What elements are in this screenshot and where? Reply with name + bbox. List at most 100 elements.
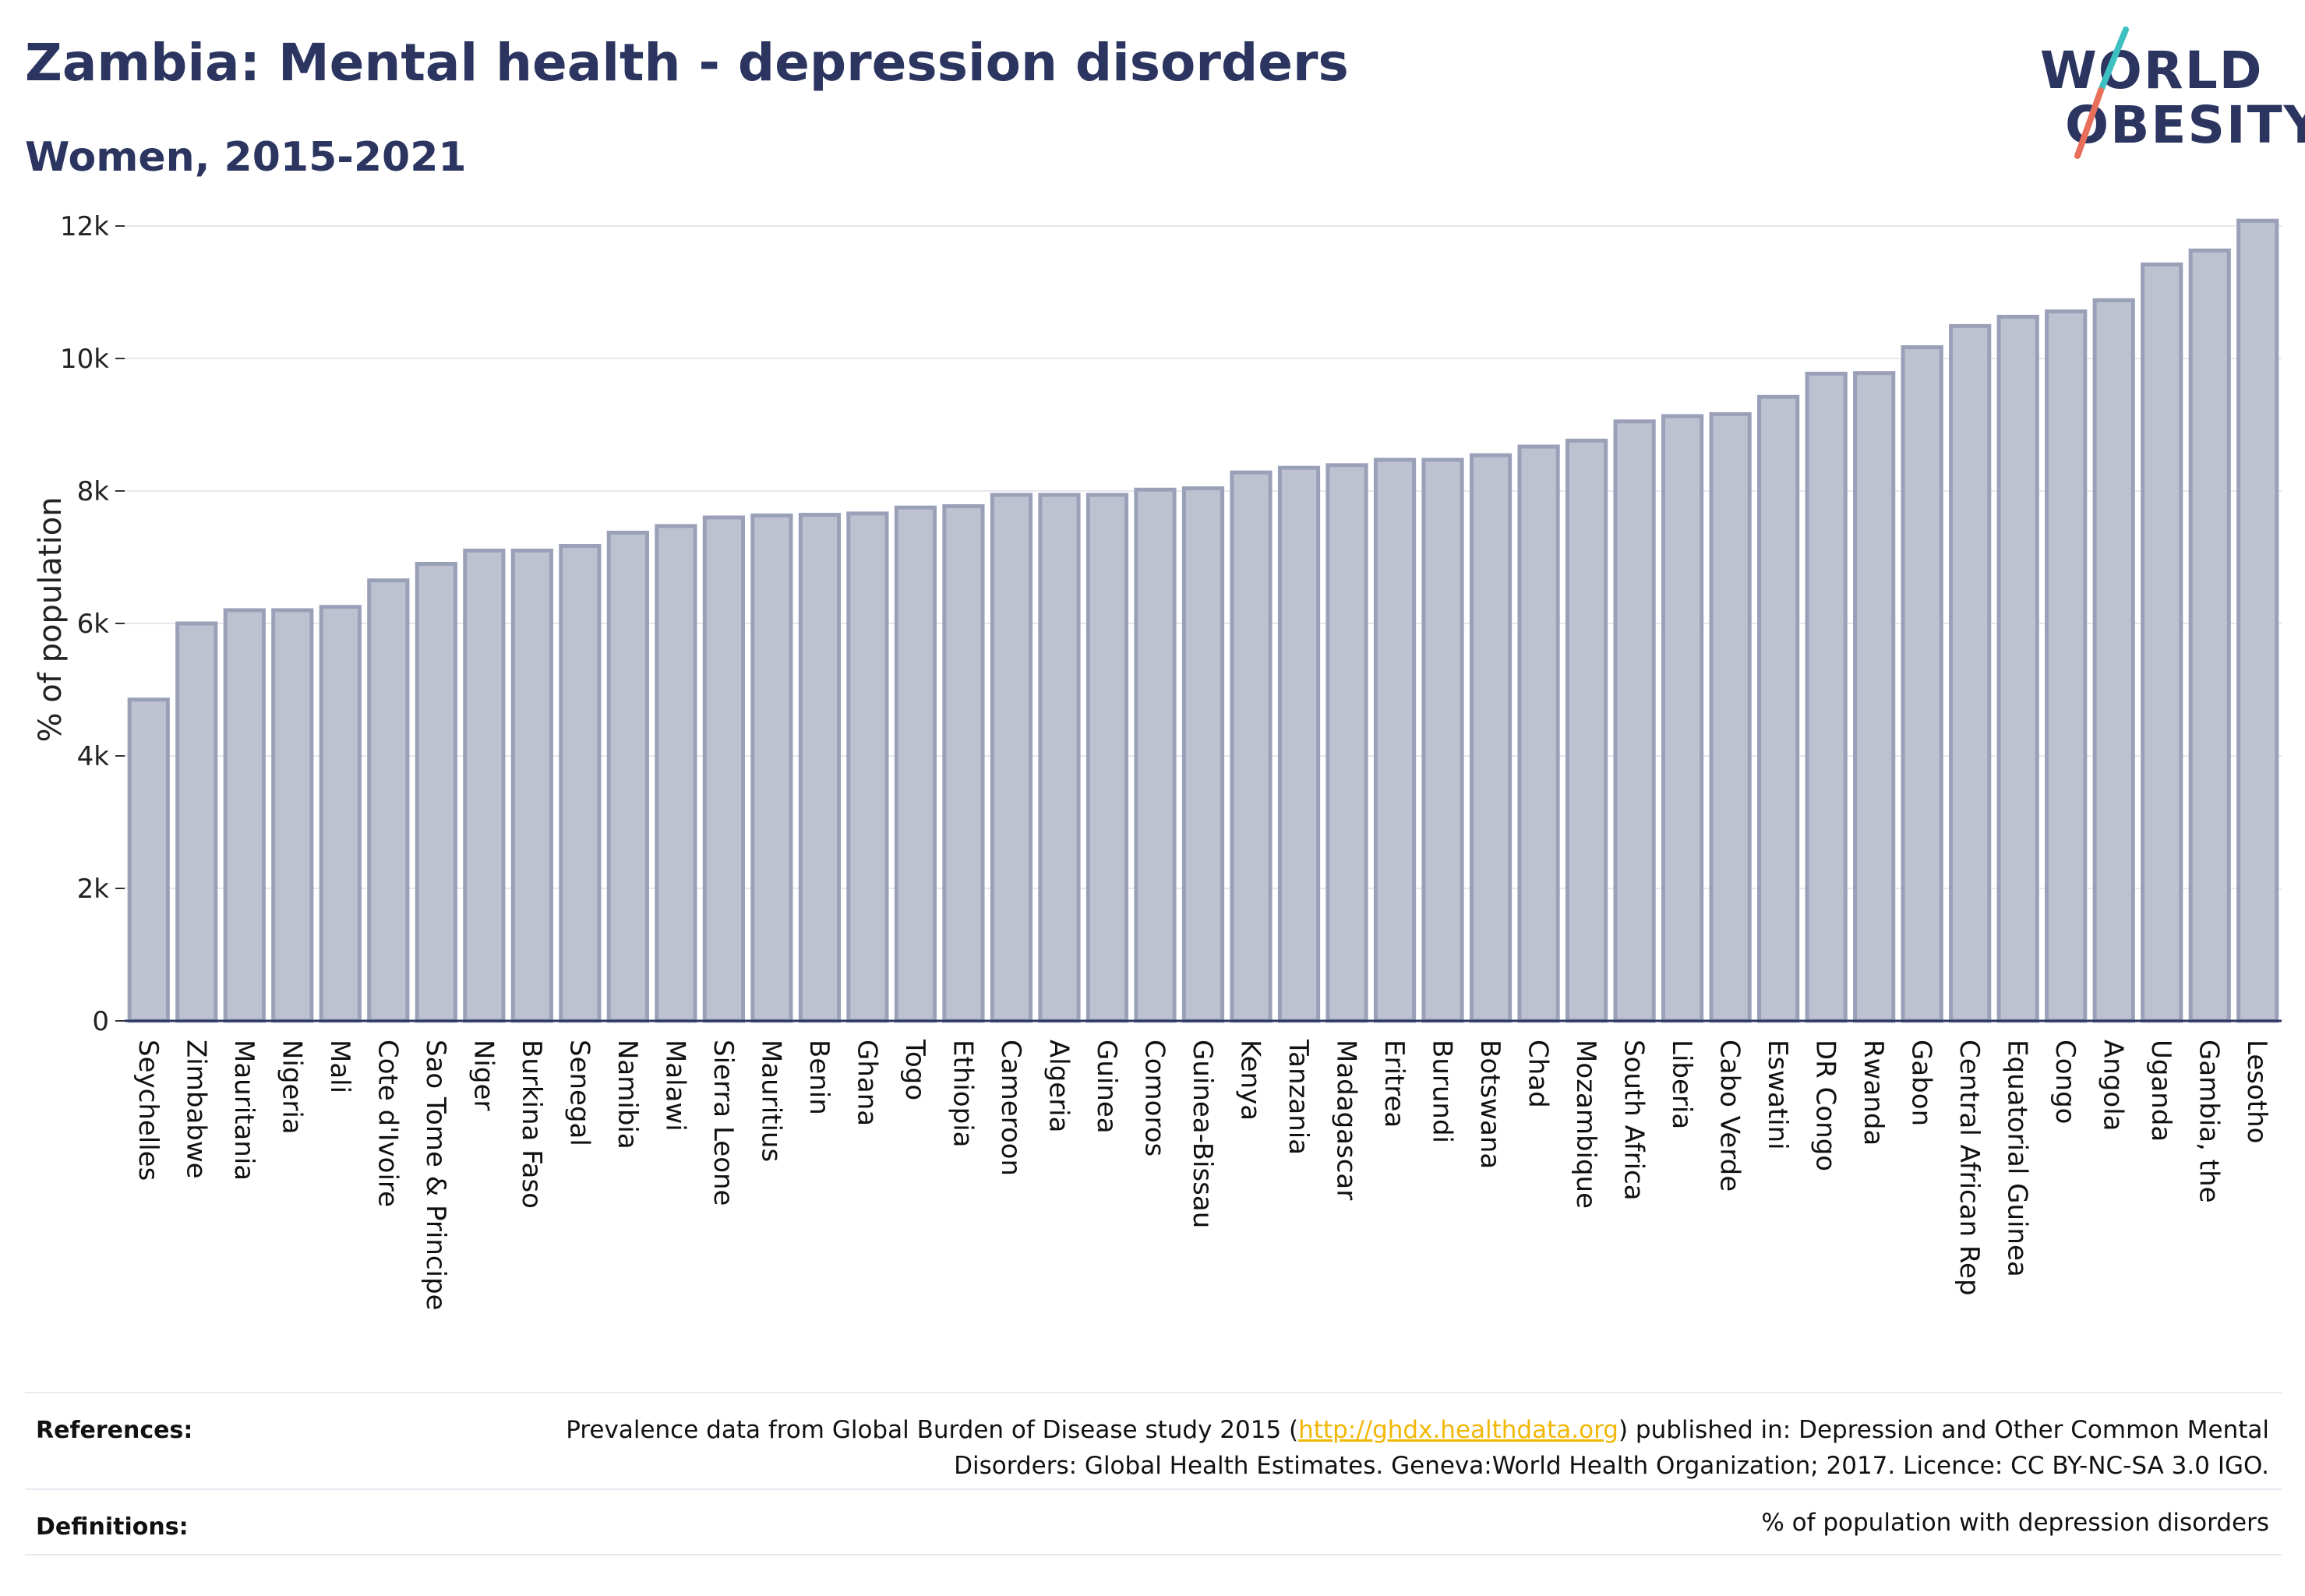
page-subtitle: Women, 2015-2021 — [25, 134, 467, 181]
bar[interactable] — [463, 549, 506, 1023]
x-tick-label: Tanzania — [1283, 1039, 1314, 1155]
bar[interactable] — [1421, 457, 1464, 1023]
x-tick-label: Eswatini — [1762, 1040, 1793, 1150]
x-tick-label: Cabo Verde — [1714, 1040, 1746, 1192]
logo-slash-icon — [2074, 26, 2129, 159]
x-tick-label: Burkina Faso — [516, 1040, 547, 1209]
x-tick-label: Cameroon — [995, 1040, 1026, 1176]
x-tick-label: Lesotho — [2241, 1040, 2272, 1143]
bar[interactable] — [1134, 487, 1177, 1023]
bar[interactable] — [2045, 309, 2088, 1023]
x-tick-label: Senegal — [563, 1040, 595, 1146]
references-text-end: ) published in: Depression and Other Com… — [954, 1416, 2269, 1480]
x-tick-label: Guinea-Bissau — [1187, 1040, 1218, 1228]
x-tick-label: Ethiopia — [947, 1040, 978, 1147]
footer-divider-top — [25, 1392, 2282, 1393]
x-tick-label: Malawi — [659, 1040, 690, 1132]
bar[interactable] — [1661, 414, 1704, 1023]
bar[interactable] — [1469, 453, 1513, 1023]
bar[interactable] — [846, 511, 889, 1023]
bar[interactable] — [415, 562, 457, 1023]
references-link[interactable]: http://ghdx.healthdata.org — [1298, 1416, 1618, 1444]
x-tick-label: Eritrea — [1378, 1040, 1410, 1128]
bar[interactable] — [1277, 465, 1321, 1023]
bar[interactable] — [750, 513, 793, 1023]
bar[interactable] — [127, 697, 170, 1023]
bar[interactable] — [1709, 411, 1752, 1023]
page-title: Zambia: Mental health - depression disor… — [25, 33, 1349, 93]
bar[interactable] — [1038, 493, 1081, 1023]
y-tick-label: 4k — [77, 741, 110, 772]
bar[interactable] — [606, 531, 649, 1023]
world-obesity-logo: WORLD OBESITY — [2026, 23, 2305, 164]
x-tick-label: Seychelles — [132, 1040, 164, 1181]
x-tick-label: Mauritania — [228, 1040, 259, 1181]
x-tick-label: Kenya — [1235, 1040, 1266, 1121]
x-tick-label: Angola — [2098, 1040, 2129, 1131]
y-tick-label: 12k — [60, 211, 109, 242]
bar[interactable] — [1085, 493, 1129, 1023]
bar[interactable] — [1996, 314, 2039, 1023]
logo-line-2: OBESITY — [2065, 95, 2305, 155]
x-tick-label: Niger — [468, 1040, 499, 1110]
x-tick-label: DR Congo — [1810, 1040, 1841, 1171]
y-tick-label: 6k — [77, 609, 110, 640]
bar[interactable] — [990, 493, 1033, 1023]
x-tick-label: Congo — [2049, 1040, 2081, 1124]
x-tick-label: Liberia — [1666, 1040, 1697, 1129]
x-tick-label: Burundi — [1427, 1040, 1458, 1143]
bar[interactable] — [1805, 372, 1848, 1023]
bar[interactable] — [1613, 419, 1656, 1023]
bar[interactable] — [271, 608, 314, 1023]
bar[interactable] — [1565, 438, 1608, 1023]
y-tick-label: 10k — [60, 344, 109, 375]
y-tick-label: 8k — [77, 476, 110, 507]
x-tick-label: Central African Rep — [1954, 1040, 1985, 1296]
bar[interactable] — [894, 505, 937, 1023]
bar-chart: 0 2k 4k 6k 8k 10k 12k % of population Seychelles… — [33, 211, 2282, 1311]
x-tick-label: Mozambique — [1570, 1040, 1601, 1209]
bar[interactable] — [319, 605, 362, 1023]
references-label: References: — [36, 1417, 193, 1444]
y-tick-label: 0 — [92, 1006, 109, 1037]
x-tick-label: Cote d'Ivoire — [372, 1040, 403, 1207]
bar[interactable] — [702, 515, 745, 1023]
references-text-start: Prevalence data from Global Burden of Di… — [566, 1416, 1299, 1444]
bar[interactable] — [510, 549, 553, 1023]
bar[interactable] — [1517, 444, 1560, 1023]
bar[interactable] — [223, 608, 266, 1023]
bar[interactable] — [1853, 371, 1896, 1023]
bar[interactable] — [1757, 394, 1800, 1023]
bar[interactable] — [1181, 486, 1225, 1023]
bar[interactable] — [2188, 248, 2231, 1023]
bar[interactable] — [1901, 345, 1943, 1023]
bar[interactable] — [2141, 262, 2183, 1023]
x-tick-label: Mauritius — [755, 1040, 786, 1162]
bar[interactable] — [655, 524, 697, 1023]
bar[interactable] — [798, 513, 842, 1023]
bar[interactable] — [1373, 457, 1417, 1023]
x-tick-label: Sierra Leone — [708, 1040, 739, 1206]
x-tick-label: Zimbabwe — [180, 1040, 211, 1179]
bar[interactable] — [2236, 218, 2279, 1023]
references-text: Prevalence data from Global Burden of Di… — [477, 1412, 2269, 1484]
x-tick-label: Ghana — [851, 1040, 882, 1126]
x-tick-label: South Africa — [1618, 1040, 1650, 1201]
bar[interactable] — [1230, 470, 1273, 1023]
x-tick-label: Mali — [324, 1040, 355, 1093]
bar[interactable] — [175, 621, 218, 1023]
x-tick-label: Namibia — [612, 1040, 643, 1149]
bar[interactable] — [942, 504, 985, 1023]
x-tick-label: Equatorial Guinea — [2002, 1040, 2033, 1277]
bar[interactable] — [2092, 298, 2135, 1023]
footer-divider-middle — [25, 1488, 2282, 1490]
x-tick-label: Rwanda — [1858, 1040, 1889, 1146]
x-tick-label: Uganda — [2145, 1040, 2176, 1142]
x-tick-label: Madagascar — [1331, 1040, 1362, 1200]
y-axis-title: % of population — [33, 497, 69, 743]
bar[interactable] — [1949, 323, 1992, 1023]
bar[interactable] — [367, 578, 410, 1023]
bar[interactable] — [559, 544, 602, 1023]
x-tick-label: Comoros — [1138, 1040, 1170, 1156]
bar[interactable] — [1325, 463, 1368, 1023]
